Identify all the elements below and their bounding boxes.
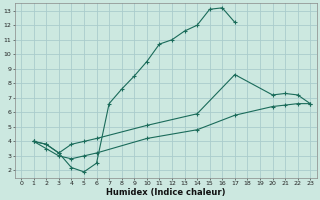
X-axis label: Humidex (Indice chaleur): Humidex (Indice chaleur) xyxy=(106,188,225,197)
